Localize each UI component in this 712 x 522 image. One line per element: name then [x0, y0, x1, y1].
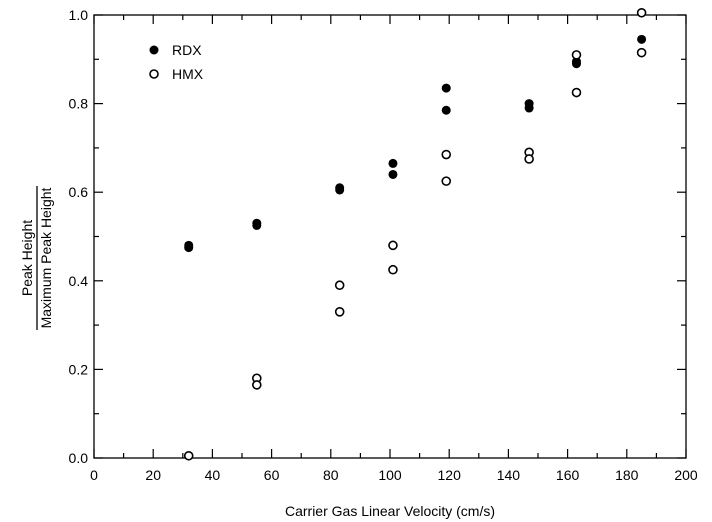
hmx-point	[334, 307, 345, 317]
x-tick-label: 160	[556, 467, 580, 483]
legend-label-hmx: HMX	[172, 66, 204, 82]
y-axis-label-denominator: Maximum Peak Height	[38, 187, 54, 328]
y-tick-label: 0.6	[69, 184, 89, 200]
rdx-point	[335, 185, 345, 195]
hmx-point	[571, 50, 582, 60]
x-axis-label: Carrier Gas Linear Velocity (cm/s)	[285, 503, 495, 519]
x-tick-label: 100	[378, 467, 402, 483]
hmx-point	[183, 450, 194, 461]
y-axis-label-numerator: Peak Height	[19, 220, 35, 296]
hmx-point	[636, 47, 647, 58]
hmx-point	[388, 240, 398, 251]
y-axis-label: Peak Height Maximum Peak Height	[19, 186, 54, 330]
hmx-point	[251, 380, 262, 390]
hmx-point	[388, 264, 398, 275]
x-tick-label: 40	[205, 467, 221, 483]
legend-marker-hmx	[149, 69, 159, 79]
legend-label-rdx: RDX	[172, 42, 202, 58]
rdx-point	[441, 83, 451, 93]
x-tick-label: 120	[438, 467, 462, 483]
hmx-point	[636, 7, 647, 18]
y-tick-label: 0.4	[69, 273, 89, 289]
rdx-point	[388, 169, 398, 179]
y-tick-label: 0.0	[69, 450, 89, 466]
hmx-point	[441, 149, 452, 160]
x-tick-label: 140	[497, 467, 521, 483]
rdx-point	[388, 158, 398, 168]
rdx-point	[637, 34, 647, 44]
x-tick-label: 20	[145, 467, 161, 483]
data-points	[183, 7, 647, 461]
x-tick-label: 180	[615, 467, 639, 483]
x-tick-label: 0	[90, 467, 98, 483]
rdx-point	[252, 220, 262, 230]
y-tick-label: 0.8	[69, 96, 89, 112]
hmx-point	[571, 87, 582, 98]
hmx-point	[441, 176, 452, 186]
rdx-point	[524, 103, 534, 113]
x-tick-label: 200	[674, 467, 698, 483]
ticks: 0 20 40 60 80 100 120 140 160 180 200 0.0 0.2 0.4 0.6 0…	[69, 7, 698, 483]
legend: RDX HMX	[149, 42, 204, 82]
hmx-point	[524, 154, 534, 164]
legend-marker-rdx	[149, 45, 159, 55]
x-tick-label: 60	[264, 467, 280, 483]
rdx-point	[571, 59, 581, 69]
hmx-point	[334, 280, 345, 291]
x-tick-label: 80	[323, 467, 339, 483]
rdx-point	[184, 243, 194, 253]
rdx-point	[441, 105, 451, 115]
y-tick-label: 0.2	[69, 361, 89, 377]
y-tick-label: 1.0	[69, 7, 89, 23]
